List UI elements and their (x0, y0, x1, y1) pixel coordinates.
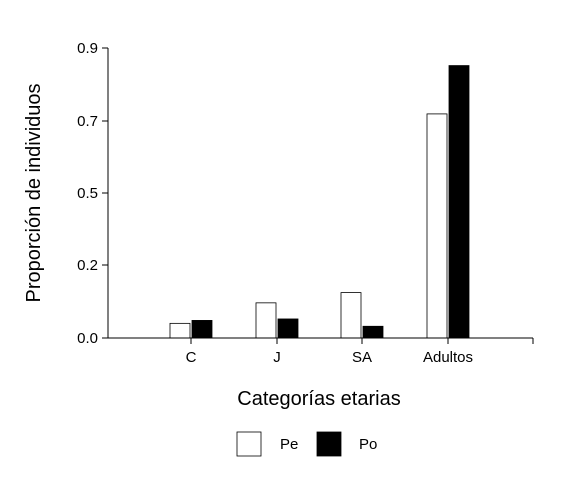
bar-po-j (277, 318, 299, 339)
x-tick-label: Adultos (423, 349, 473, 366)
legend-swatch-po (316, 431, 342, 457)
x-axis-title: Categorías etarias (237, 388, 400, 410)
y-tick-label: 0.7 (77, 113, 98, 130)
x-tick-label: C (186, 349, 197, 366)
bar-po-adultos (448, 65, 470, 339)
bar-pe-adultos (426, 113, 448, 339)
x-tick-label: J (273, 349, 281, 366)
y-ticks-group: 0.0 0.2 0.5 0.7 0.9 (77, 40, 108, 347)
y-tick-label: 0.0 (77, 330, 98, 347)
x-tick-label: SA (352, 349, 372, 366)
bar-po-c (191, 320, 213, 339)
legend-label-pe: Pe (280, 436, 298, 453)
y-axis-title: Proporción de individuos (23, 83, 45, 302)
x-ticks-group: C J SA Adultos (186, 338, 534, 366)
bar-po-sa (362, 325, 384, 339)
bar-pe-c (169, 322, 191, 339)
y-tick-label: 0.2 (77, 257, 98, 274)
legend: Pe Po (236, 431, 377, 457)
y-tick-label: 0.9 (77, 40, 98, 57)
bars-group (169, 65, 470, 339)
legend-label-po: Po (359, 436, 377, 453)
bar-pe-sa (340, 292, 362, 339)
y-tick-label: 0.5 (77, 185, 98, 202)
bar-pe-j (255, 302, 277, 339)
legend-swatch-pe (236, 431, 262, 457)
